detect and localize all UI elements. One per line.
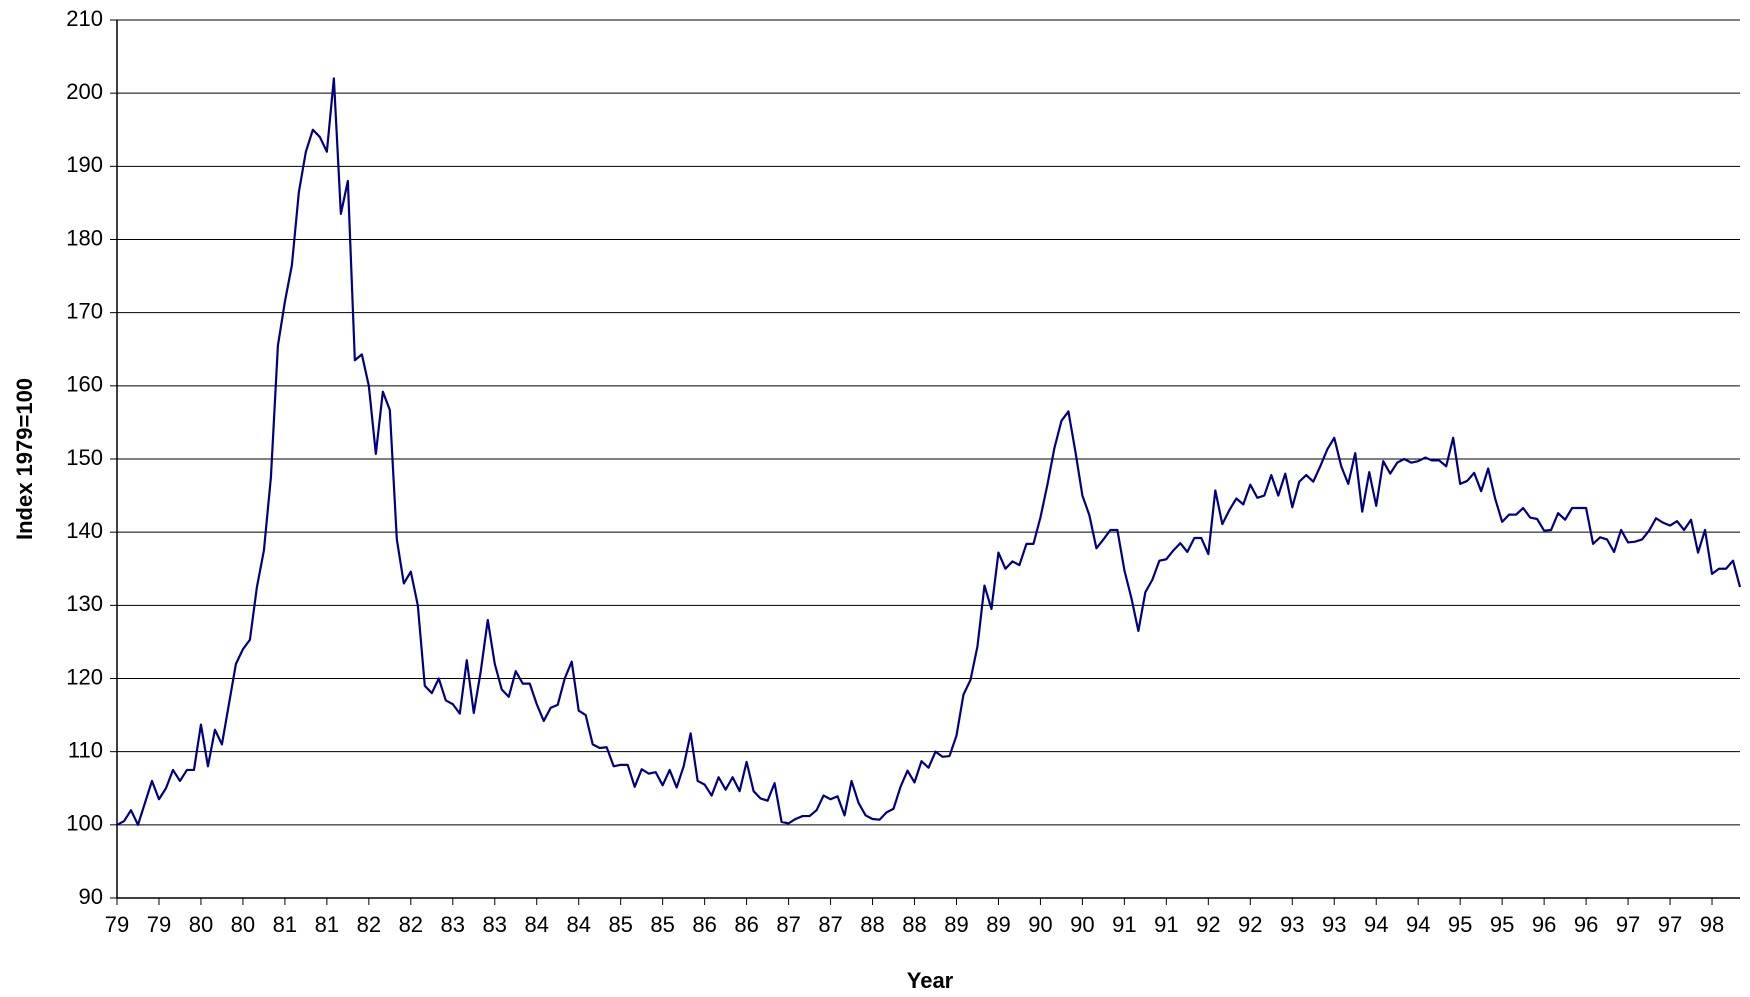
x-tick-label: 85 — [650, 912, 674, 937]
x-tick-label: 88 — [860, 912, 884, 937]
y-tick-label: 180 — [66, 225, 103, 250]
x-tick-label: 97 — [1658, 912, 1682, 937]
x-tick-label: 79 — [147, 912, 171, 937]
line — [116, 77, 1742, 826]
x-tick-label: 79 — [105, 912, 129, 937]
y-tick-label: 170 — [66, 298, 103, 323]
x-tick-label: 95 — [1448, 912, 1472, 937]
y-tick-label: 90 — [79, 884, 103, 909]
y-tick-label: 140 — [66, 518, 103, 543]
x-tick-label: 94 — [1406, 912, 1430, 937]
x-tick-label: 92 — [1238, 912, 1262, 937]
x-tick-label: 90 — [1070, 912, 1094, 937]
x-tick-label: 80 — [189, 912, 213, 937]
y-tick-label: 110 — [68, 737, 103, 762]
x-tick-label: 96 — [1574, 912, 1598, 937]
x-tick-label: 93 — [1280, 912, 1304, 937]
y-tick-label: 160 — [66, 372, 103, 397]
x-tick-label: 87 — [776, 912, 800, 937]
x-tick-label: 97 — [1616, 912, 1640, 937]
x-tick-label: 90 — [1028, 912, 1052, 937]
x-tick-label: 84 — [524, 912, 548, 937]
x-tick-label: 85 — [608, 912, 632, 937]
y-tick-label: 200 — [66, 79, 103, 104]
x-tick-label: 87 — [818, 912, 842, 937]
y-tick-label: 100 — [66, 811, 103, 836]
y-tick-label: 150 — [66, 445, 103, 470]
y-tick-label: 130 — [66, 591, 103, 616]
x-tick-label: 98 — [1700, 912, 1724, 937]
x-tick-label: 92 — [1196, 912, 1220, 937]
x-tick-label: 96 — [1532, 912, 1556, 937]
x-tick-label: 89 — [944, 912, 968, 937]
x-axis-title: Year — [907, 968, 954, 993]
x-tick-label: 84 — [566, 912, 590, 937]
x-tick-label: 93 — [1322, 912, 1346, 937]
y-tick-label: 120 — [66, 664, 103, 689]
x-tick-label: 81 — [315, 912, 339, 937]
x-tick-label: 94 — [1364, 912, 1388, 937]
x-tick-label: 86 — [692, 912, 716, 937]
x-tick-label: 86 — [734, 912, 758, 937]
x-tick-label: 88 — [902, 912, 926, 937]
x-tick-label: 95 — [1490, 912, 1514, 937]
y-tick-label: 190 — [66, 152, 103, 177]
x-tick-label: 91 — [1154, 912, 1178, 937]
y-axis-title: Index 1979=100 — [12, 378, 37, 540]
x-tick-label: 91 — [1112, 912, 1136, 937]
x-tick-label: 82 — [357, 912, 381, 937]
x-tick-label: 82 — [399, 912, 423, 937]
y-tick-label: 210 — [66, 6, 103, 31]
x-tick-label: 83 — [441, 912, 465, 937]
x-tick-label: 81 — [273, 912, 297, 937]
x-tick-label: 89 — [986, 912, 1010, 937]
x-tick-label: 80 — [231, 912, 255, 937]
x-tick-label: 83 — [483, 912, 507, 937]
